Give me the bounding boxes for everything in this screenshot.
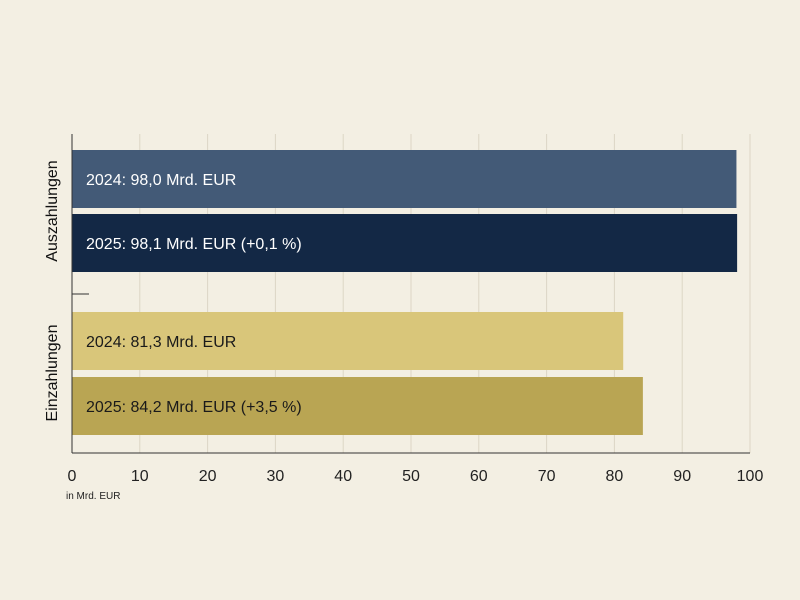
- bar-data-label: 2025: 84,2 Mrd. EUR (+3,5 %): [86, 399, 302, 416]
- unit-note: in Mrd. EUR: [66, 491, 120, 502]
- x-tick-label: 20: [199, 468, 217, 485]
- bar-data-label: 2024: 81,3 Mrd. EUR: [86, 334, 236, 351]
- bar-auszahlungen-2025: [72, 214, 738, 272]
- x-tick-label: 60: [470, 468, 488, 485]
- x-tick-label: 0: [68, 468, 77, 485]
- bar-einzahlungen-2024: [72, 312, 624, 370]
- x-tick-label: 80: [606, 468, 624, 485]
- x-tick-label: 100: [737, 468, 764, 485]
- x-tick-label: 50: [402, 468, 420, 485]
- axes: [71, 134, 750, 454]
- bar-data-label: 2024: 98,0 Mrd. EUR: [86, 172, 236, 189]
- x-tick-label: 70: [538, 468, 556, 485]
- bar-auszahlungen-2024: [72, 150, 737, 208]
- x-tick-label: 40: [334, 468, 352, 485]
- labels: 0 10 20 30 40 50 60 70 80 90 100 2024: 98,0 Mrd. EU…: [44, 160, 763, 485]
- bar-data-label: 2025: 98,1 Mrd. EUR (+0,1 %): [86, 236, 302, 253]
- x-tick-label: 90: [673, 468, 691, 485]
- group-label: Auszahlungen: [44, 160, 61, 261]
- bar-einzahlungen-2025: [72, 377, 643, 435]
- bars: [72, 150, 738, 435]
- x-tick-label: 10: [131, 468, 149, 485]
- group-label: Einzahlungen: [44, 325, 61, 422]
- x-tick-label: 30: [267, 468, 285, 485]
